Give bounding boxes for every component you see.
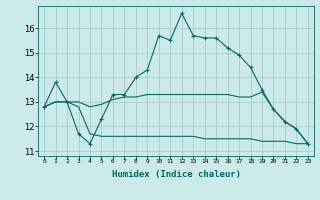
X-axis label: Humidex (Indice chaleur): Humidex (Indice chaleur) (111, 170, 241, 179)
